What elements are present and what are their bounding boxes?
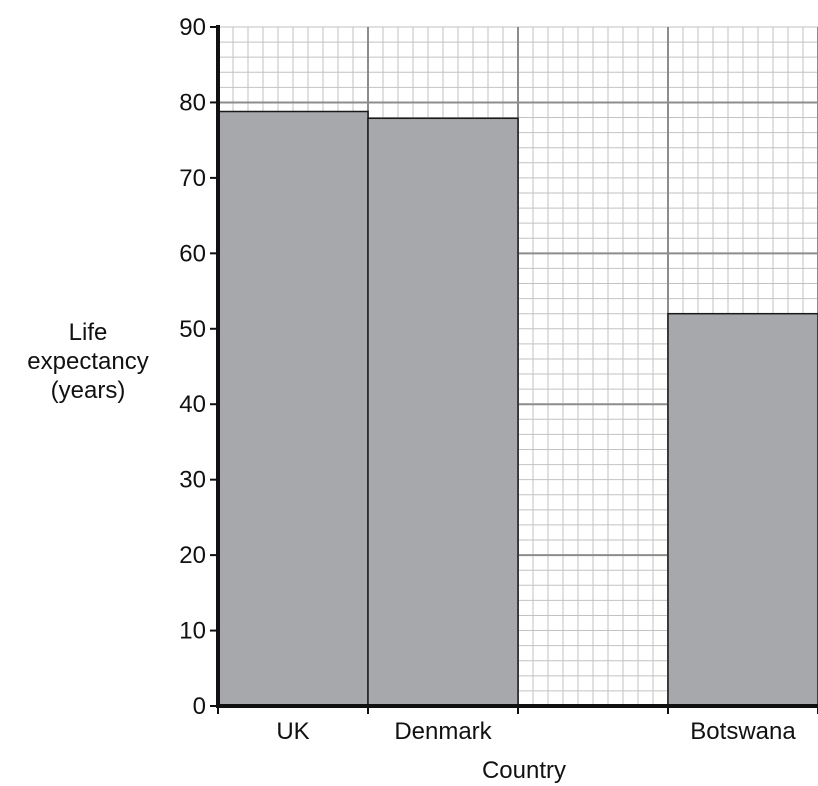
y-tick-label: 40 bbox=[179, 391, 206, 418]
y-tick-label: 20 bbox=[179, 542, 206, 569]
bar-botswana bbox=[667, 312, 818, 707]
y-tick-label: 90 bbox=[179, 14, 206, 41]
x-tick-label-denmark: Denmark bbox=[394, 718, 492, 745]
y-tick-label: 50 bbox=[179, 316, 206, 343]
x-tick-label-uk: UK bbox=[276, 718, 309, 745]
x-tick-label-botswana: Botswana bbox=[690, 718, 796, 745]
y-tick-label: 10 bbox=[179, 618, 206, 645]
y-tick-label: 80 bbox=[179, 89, 206, 116]
bars bbox=[217, 110, 818, 707]
y-tick-label: 30 bbox=[179, 467, 206, 494]
y-tick-label: 60 bbox=[179, 240, 206, 267]
x-axis-title: Country bbox=[482, 757, 566, 784]
bar-denmark bbox=[367, 117, 519, 707]
y-tick-labels: 0 10 20 30 40 50 60 70 80 90 bbox=[179, 14, 218, 720]
y-axis-title-line: Life bbox=[69, 319, 108, 346]
y-tick-label: 0 bbox=[193, 693, 206, 720]
bar-uk bbox=[217, 110, 369, 707]
y-tick-label: 70 bbox=[179, 165, 206, 192]
y-axis-title-line: expectancy bbox=[27, 348, 148, 375]
x-tick-labels: UK Denmark Botswana bbox=[217, 706, 818, 745]
y-axis-title-line: (years) bbox=[51, 377, 126, 404]
